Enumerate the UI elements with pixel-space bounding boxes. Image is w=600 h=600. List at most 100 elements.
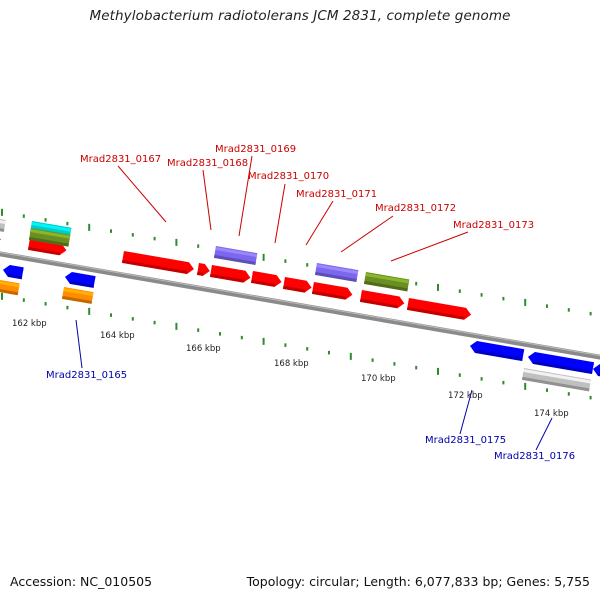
gene-label-0175[interactable]: Mrad2831_0175 [425, 435, 506, 446]
gene-block-purple [314, 263, 359, 282]
genome-backbone-highlight [0, 251, 600, 357]
gene-arrow-forward [311, 282, 353, 300]
callout-line-0173 [390, 231, 469, 262]
gene-arrow-forward-shadow [359, 298, 398, 309]
gene-block-orange [0, 280, 20, 296]
gene-block-orange-shadow [0, 288, 19, 296]
gene-label-0167[interactable]: Mrad2831_0167 [80, 154, 161, 165]
gene-label-0168[interactable]: Mrad2831_0168 [167, 158, 248, 169]
gene-block-olive-shadow [28, 236, 69, 247]
gene-block-gray-shine [0, 218, 6, 224]
gene-arrow-forward [282, 277, 312, 293]
gene-block-purple [213, 246, 258, 265]
scale-labels: 162 kbp 164 kbp 166 kbp 168 kbp 170 kbp … [12, 319, 569, 419]
gene-block-purple-shine [215, 246, 258, 258]
gene-block-olive [363, 272, 410, 292]
gene-label-0170[interactable]: Mrad2831_0170 [248, 171, 329, 182]
gene-arrow-forward-shadow [250, 279, 276, 287]
bottom-callout-lines [75, 319, 553, 451]
callout-line-0167 [117, 165, 167, 223]
gene-arrow-reverse-shine [476, 342, 525, 354]
gene-block-orange-shadow [61, 295, 93, 304]
top-callout-lines [117, 155, 469, 262]
gene-arrow-reverse [469, 341, 525, 362]
gene-arrow-forward-shadow [196, 271, 204, 276]
gene-label-0171[interactable]: Mrad2831_0171 [296, 189, 377, 200]
gene-arrow-forward-shadow [406, 306, 465, 320]
gene-block-purple-shadow [213, 254, 256, 265]
gene-block-olive-shine [30, 228, 71, 239]
callout-line-0169 [238, 155, 253, 237]
gene-block-gray-shine [523, 368, 591, 384]
gene-block-olive-shadow [363, 280, 408, 292]
gene-arrow-forward-shadow [282, 285, 306, 293]
gene-arrow-reverse-shadow [532, 360, 593, 375]
gene-block-gray [0, 218, 6, 232]
scale-label: 162 kbp [12, 319, 47, 329]
gene-block-orange-shine [0, 280, 20, 288]
gene-arrow-reverse-shine [534, 353, 594, 367]
top-gene-labels: Mrad2831_0167 Mrad2831_0168 Mrad2831_016… [80, 144, 534, 231]
gene-block-orange-shine [63, 287, 94, 297]
gene-arrow-forward [0, 232, 1, 245]
gene-block-gray-shadow [0, 226, 5, 232]
bottom-gene-labels: Mrad2831_0165 Mrad2831_0175 Mrad2831_017… [46, 370, 575, 462]
callout-line-0176 [535, 417, 553, 451]
gene-arrow-forward-shine [123, 251, 189, 267]
gene-arrow-forward-shadow [209, 273, 244, 283]
scale-label: 166 kbp [186, 344, 221, 354]
gene-label-0172[interactable]: Mrad2831_0172 [375, 203, 456, 214]
gene-block-olive [28, 228, 71, 247]
callout-line-0168 [202, 169, 212, 231]
gene-arrow-forward-body [0, 232, 1, 245]
gene-block-purple-shadow [314, 271, 357, 282]
callout-line-0171 [305, 200, 334, 246]
gene-label-0173[interactable]: Mrad2831_0173 [453, 220, 534, 231]
gene-arrow-forward-shine [211, 265, 246, 275]
scale-label: 170 kbp [361, 374, 396, 384]
gene-arrow-forward [196, 263, 210, 276]
gene-arrow-forward-shine [313, 282, 348, 292]
genome-backbone [0, 251, 600, 360]
scale-label: 172 kbp [448, 391, 483, 401]
gene-arrow-forward [406, 298, 472, 320]
gene-arrow-reverse-body [592, 364, 600, 378]
gene-arrow-reverse-shadow [7, 273, 23, 280]
scale-label: 164 kbp [100, 331, 135, 341]
gene-label-0165[interactable]: Mrad2831_0165 [46, 370, 127, 381]
scale-label: 174 kbp [534, 409, 569, 419]
gene-arrow-forward-shadow [311, 290, 346, 300]
gene-block-olive-shine [365, 272, 410, 284]
gene-arrow-forward-shine [252, 271, 277, 280]
gene-arrow-forward-shine [284, 277, 307, 285]
gene-block-purple-shine [316, 263, 359, 275]
callout-line-0165 [75, 319, 83, 369]
gene-arrow-reverse-shadow [69, 280, 95, 288]
gene-label-0169[interactable]: Mrad2831_0169 [215, 144, 296, 155]
gene-arrow-forward [209, 265, 251, 283]
scale-label: 168 kbp [274, 359, 309, 369]
gene-arrow-forward [250, 271, 282, 287]
gene-arrow-forward [359, 290, 405, 309]
gene-arrow-forward-shine [408, 298, 466, 312]
genome-title: Methylobacterium radiotolerans JCM 2831,… [89, 8, 511, 24]
gene-block-gray [521, 368, 592, 392]
gene-arrow-forward-shine [361, 290, 400, 301]
gene-arrow-reverse-shadow [474, 349, 523, 362]
gene-label-0176[interactable]: Mrad2831_0176 [494, 451, 575, 462]
gene-arrow-reverse-shine [71, 273, 96, 281]
accession-text: Accession: NC_010505 [10, 574, 153, 589]
gene-arrow-forward-shadow [27, 246, 61, 256]
gene-arrow-reverse [64, 272, 96, 288]
gene-arrow-reverse [527, 352, 595, 375]
callout-line-0170 [274, 183, 286, 244]
gene-block-gray-shadow [521, 376, 590, 392]
gene-arrow-forward-shadow [121, 259, 188, 275]
gene-arrow-reverse [2, 265, 24, 280]
gene-arrow-forward-shine [198, 263, 205, 268]
gene-arrow-reverse-shine [9, 266, 24, 272]
gene-block-cyan-shine [31, 221, 72, 232]
gene-features [0, 218, 600, 392]
gene-block-orange [61, 287, 94, 304]
